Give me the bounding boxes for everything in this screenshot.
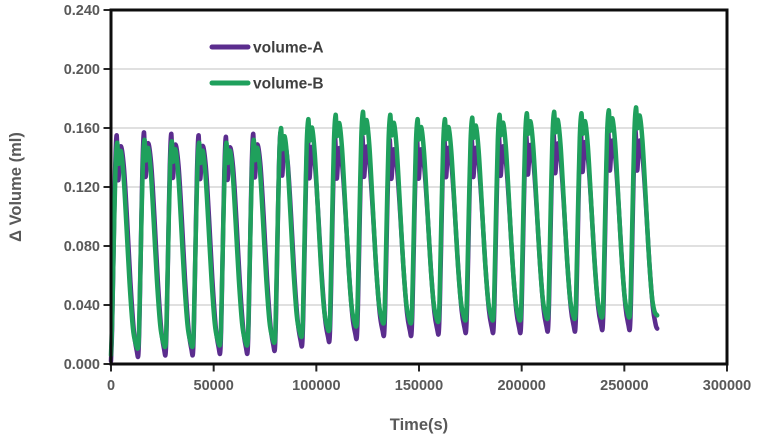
y-tick-label: 0.160 — [64, 121, 100, 137]
x-tick-label: 50000 — [194, 378, 234, 394]
legend: volume-A volume-B — [209, 40, 324, 93]
x-tick-label: 250000 — [600, 378, 648, 394]
y-axis-title: Δ Volume (ml) — [7, 132, 25, 242]
y-tick-label: 0.120 — [64, 180, 100, 196]
series-volume-b-line — [108, 105, 660, 358]
y-tick-label: 0.000 — [64, 357, 100, 373]
y-tick-label: 0.040 — [64, 298, 100, 314]
x-tick-label: 300000 — [703, 378, 751, 394]
legend-item-volume-a: volume-A — [209, 40, 324, 57]
x-tick-label: 200000 — [497, 378, 545, 394]
x-tick-label: 100000 — [292, 378, 340, 394]
y-axis-labels-group: 0.000 0.040 0.080 0.120 0.160 0.200 0.240 — [64, 3, 100, 373]
x-axis-labels-group: 0 50000 100000 150000 200000 250000 300000 — [107, 378, 751, 394]
legend-label-volume-a: volume-A — [253, 40, 324, 57]
x-tick-label: 150000 — [395, 378, 443, 394]
y-tick-label: 0.240 — [64, 3, 100, 19]
y-tick-label: 0.080 — [64, 239, 100, 255]
legend-item-volume-b: volume-B — [209, 76, 324, 93]
plot-area-border — [109, 8, 729, 366]
x-tick-label: 0 — [107, 378, 115, 394]
y-tick-label: 0.200 — [64, 62, 100, 78]
x-axis-title: Time(s) — [390, 416, 448, 434]
legend-label-volume-b: volume-B — [253, 76, 324, 93]
